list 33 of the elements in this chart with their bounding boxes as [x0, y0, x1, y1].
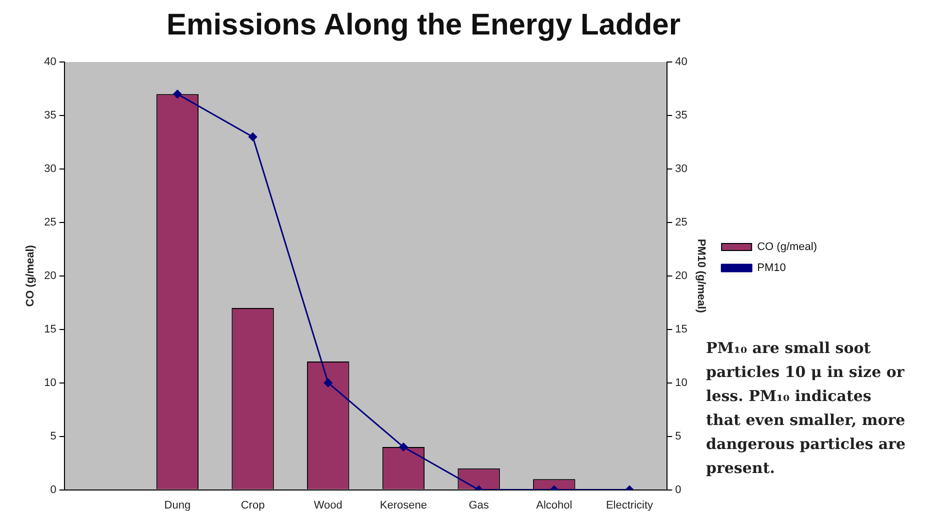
y2-tick-label: 35: [675, 110, 688, 122]
chart-title: Emissions Along the Energy Ladder: [166, 8, 681, 42]
y-tick-label: 40: [44, 56, 56, 68]
y-tick-label: 15: [44, 323, 56, 336]
point: [173, 90, 182, 98]
x-tick-label: Alcohol: [536, 499, 572, 512]
y2-tick-label: 40: [675, 56, 688, 68]
x-tick-label: Dung: [164, 499, 191, 512]
y2-tick-label: 10: [675, 376, 688, 389]
x-tick-label: Wood: [314, 499, 342, 512]
y-tick-label: 25: [44, 216, 56, 228]
y-tick-label: 20: [44, 270, 56, 282]
y-tick-label: 35: [44, 110, 56, 122]
text: PM₁₀ are small soot particles 10 μ in size or less. PM₁₀ indicates that even smaller, more dangerous particles are present.: [706, 338, 907, 479]
y2-tick-label: 25: [675, 216, 688, 228]
y-tick-label: 10: [44, 376, 56, 389]
y-tick-label: 0: [50, 484, 56, 496]
y-tick-label: 30: [44, 162, 56, 175]
x-tick-label: Kerosene: [380, 499, 428, 512]
x-tick-label: Electricity: [606, 499, 654, 512]
legend-label: PM10: [757, 262, 786, 274]
y2-tick-label: 5: [675, 430, 682, 442]
y2-tick-label: 0: [675, 484, 682, 496]
y2-tick-label: 20: [675, 270, 688, 282]
point: [248, 132, 258, 142]
y-axis-title: CO (g/meal): [24, 244, 37, 307]
y2-tick-label: 15: [675, 323, 688, 336]
legend-label: CO (g/meal): [757, 241, 818, 254]
y2-axis-title: PM10 (g/meal): [694, 238, 707, 314]
y2-tick-label: 30: [675, 162, 688, 175]
y-tick-label: 5: [50, 430, 56, 442]
x-tick-label: Gas: [468, 499, 490, 512]
x-tick-label: Crop: [240, 499, 265, 512]
